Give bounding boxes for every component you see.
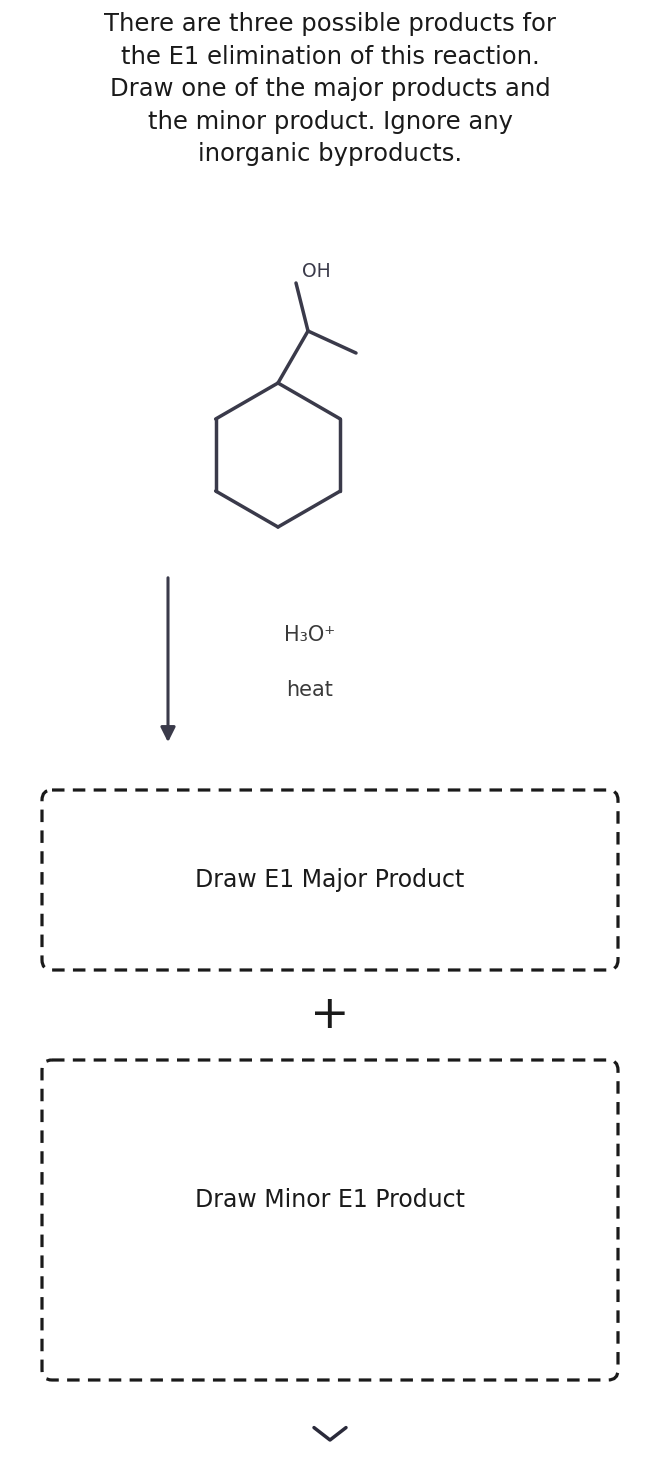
Text: H₃O⁺: H₃O⁺ — [284, 625, 336, 645]
Text: +: + — [310, 992, 350, 1038]
Text: Draw E1 Major Product: Draw E1 Major Product — [195, 868, 465, 891]
FancyBboxPatch shape — [42, 1060, 618, 1380]
Text: There are three possible products for
the E1 elimination of this reaction.
Draw : There are three possible products for th… — [104, 12, 556, 166]
FancyBboxPatch shape — [42, 790, 618, 970]
Text: Draw Minor E1 Product: Draw Minor E1 Product — [195, 1187, 465, 1212]
Text: heat: heat — [286, 680, 333, 699]
Text: OH: OH — [302, 262, 331, 281]
